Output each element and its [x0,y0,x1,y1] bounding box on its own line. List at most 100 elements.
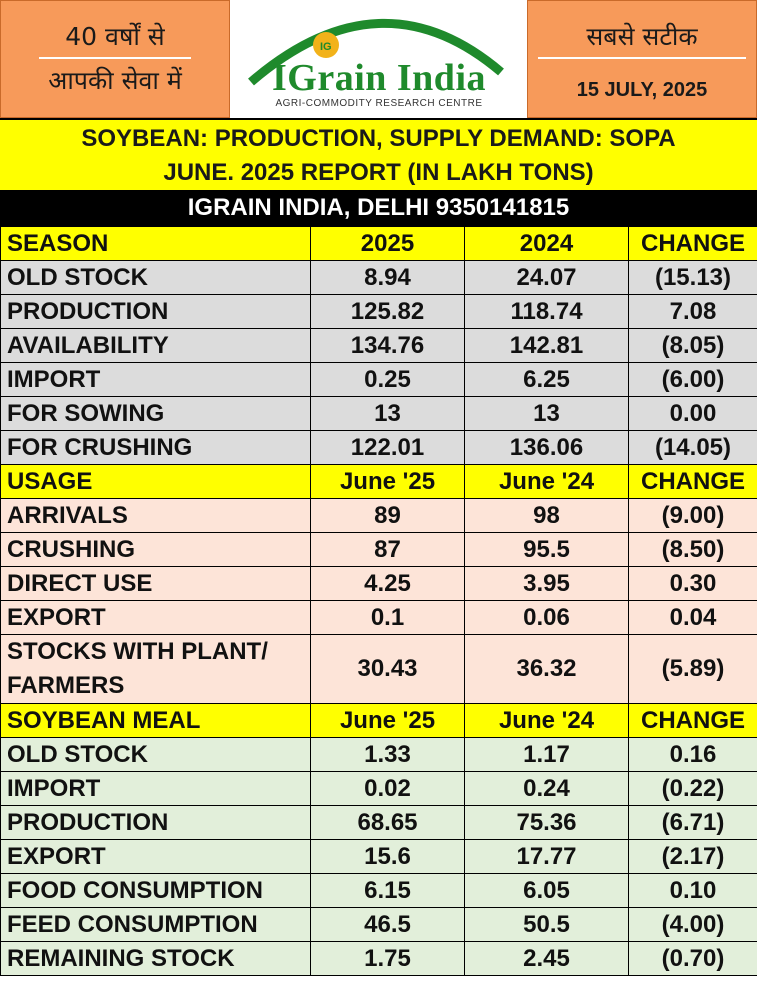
table-body: SEASON 2025 2024 CHANGE OLD STOCK 8.94 24.07 (1… [0,226,757,976]
value-cell: 136.06 [464,430,629,465]
logo-arc-icon: IG [248,19,504,86]
value-cell: 6.25 [464,362,629,397]
row-label: PRODUCTION [0,294,311,329]
tagline-box: 40 वर्षों से आपकी सेवा में [0,0,230,118]
tagline-divider [39,57,191,59]
value-cell: 87 [310,532,465,567]
value-cell: 1.33 [310,737,465,772]
row-label: FOOD CONSUMPTION [0,873,311,908]
value-cell: 46.5 [310,907,465,942]
section-header-row: SOYBEAN MEAL June '25 June '24 CHANGE [0,703,757,738]
table-row: OLD STOCK 8.94 24.07 (15.13) [0,260,757,295]
header-banner: 40 वर्षों से आपकी सेवा में IG IGrain Ind… [0,0,757,118]
table-row: IMPORT 0.02 0.24 (0.22) [0,771,757,806]
row-label: FOR CRUSHING [0,430,311,465]
change-cell: (5.89) [628,634,757,704]
table-row: REMAINING STOCK 1.75 2.45 (0.70) [0,941,757,976]
change-cell: (6.00) [628,362,757,397]
svg-text:IG: IG [320,41,332,53]
change-cell: (6.71) [628,805,757,840]
row-label: AVAILABILITY [0,328,311,363]
row-label: PRODUCTION [0,805,311,840]
value-cell: 122.01 [310,430,465,465]
table-row: ARRIVALS 89 98 (9.00) [0,498,757,533]
value-cell: 8.94 [310,260,465,295]
row-label: IMPORT [0,362,311,397]
column-header: June '25 [310,703,465,738]
table-row: PRODUCTION 68.65 75.36 (6.71) [0,805,757,840]
change-cell: 0.04 [628,600,757,635]
row-label: STOCKS WITH PLANT/ FARMERS [0,634,311,704]
column-header: CHANGE [628,703,757,738]
value-cell: 142.81 [464,328,629,363]
table-row: EXPORT 15.6 17.77 (2.17) [0,839,757,874]
tagline-line-1: 40 वर्षों से [65,22,165,51]
section-title: USAGE [0,464,311,499]
column-header: June '25 [310,464,465,499]
change-cell: (8.05) [628,328,757,363]
change-cell: (15.13) [628,260,757,295]
value-cell: 75.36 [464,805,629,840]
row-label: EXPORT [0,600,311,635]
accuracy-box: सबसे सटीक 15 JULY, 2025 [527,0,757,118]
value-cell: 125.82 [310,294,465,329]
value-cell: 4.25 [310,566,465,601]
table-row: STOCKS WITH PLANT/ FARMERS 30.43 36.32 (5.8… [0,634,757,704]
table-row: FOR CRUSHING 122.01 136.06 (14.05) [0,430,757,465]
column-header: June '24 [464,703,629,738]
change-cell: 0.30 [628,566,757,601]
report-title-line-2: JUNE. 2025 REPORT (IN LAKH TONS) [163,159,594,186]
row-label: REMAINING STOCK [0,941,311,976]
section-header-row: SEASON 2025 2024 CHANGE [0,226,757,261]
table-row: DIRECT USE 4.25 3.95 0.30 [0,566,757,601]
column-header: CHANGE [628,226,757,261]
table-row: FEED CONSUMPTION 46.5 50.5 (4.00) [0,907,757,942]
table-row: CRUSHING 87 95.5 (8.50) [0,532,757,567]
column-header: CHANGE [628,464,757,499]
table-row: FOOD CONSUMPTION 6.15 6.05 0.10 [0,873,757,908]
change-cell: (9.00) [628,498,757,533]
value-cell: 98 [464,498,629,533]
value-cell: 50.5 [464,907,629,942]
value-cell: 1.75 [310,941,465,976]
change-cell: 0.00 [628,396,757,431]
column-header: 2025 [310,226,465,261]
table-row: PRODUCTION 125.82 118.74 7.08 [0,294,757,329]
report-title: SOYBEAN: PRODUCTION, SUPPLY DEMAND: SOPA… [0,118,757,190]
change-cell: 0.16 [628,737,757,772]
value-cell: 0.25 [310,362,465,397]
section-title: SOYBEAN MEAL [0,703,311,738]
value-cell: 0.24 [464,771,629,806]
value-cell: 0.1 [310,600,465,635]
row-label: CRUSHING [0,532,311,567]
value-cell: 36.32 [464,634,629,704]
value-cell: 13 [310,396,465,431]
value-cell: 95.5 [464,532,629,567]
tagline-line-2: आपकी सेवा में [48,66,182,95]
value-cell: 13 [464,396,629,431]
row-label: EXPORT [0,839,311,874]
value-cell: 0.06 [464,600,629,635]
value-cell: 68.65 [310,805,465,840]
report-title-line-1: SOYBEAN: PRODUCTION, SUPPLY DEMAND: SOPA [81,125,676,152]
value-cell: 118.74 [464,294,629,329]
change-cell: (8.50) [628,532,757,567]
value-cell: 15.6 [310,839,465,874]
change-cell: (0.22) [628,771,757,806]
value-cell: 24.07 [464,260,629,295]
column-header: 2024 [464,226,629,261]
table-row: OLD STOCK 1.33 1.17 0.16 [0,737,757,772]
value-cell: 30.43 [310,634,465,704]
value-cell: 134.76 [310,328,465,363]
row-label: IMPORT [0,771,311,806]
row-label: DIRECT USE [0,566,311,601]
table-row: AVAILABILITY 134.76 142.81 (8.05) [0,328,757,363]
row-label: ARRIVALS [0,498,311,533]
value-cell: 6.15 [310,873,465,908]
value-cell: 3.95 [464,566,629,601]
report-date: 15 JULY, 2025 [576,79,708,101]
table-row: EXPORT 0.1 0.06 0.04 [0,600,757,635]
change-cell: 0.10 [628,873,757,908]
value-cell: 1.17 [464,737,629,772]
